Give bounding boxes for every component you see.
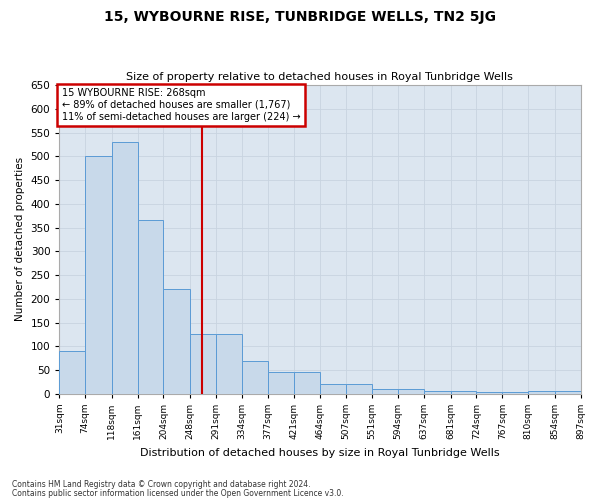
Bar xyxy=(424,392,451,394)
Bar xyxy=(85,156,112,394)
Bar xyxy=(242,360,268,394)
Text: 15, WYBOURNE RISE, TUNBRIDGE WELLS, TN2 5JG: 15, WYBOURNE RISE, TUNBRIDGE WELLS, TN2 … xyxy=(104,10,496,24)
Bar xyxy=(451,392,476,394)
Bar xyxy=(554,392,581,394)
Bar xyxy=(476,392,502,394)
Bar xyxy=(528,392,554,394)
Bar xyxy=(59,351,85,394)
Text: 15 WYBOURNE RISE: 268sqm
← 89% of detached houses are smaller (1,767)
11% of sem: 15 WYBOURNE RISE: 268sqm ← 89% of detach… xyxy=(62,88,301,122)
Bar xyxy=(346,384,372,394)
Bar xyxy=(502,392,528,394)
Bar xyxy=(294,372,320,394)
Bar xyxy=(372,389,398,394)
Bar xyxy=(163,290,190,394)
Bar xyxy=(320,384,346,394)
Bar xyxy=(398,389,424,394)
Title: Size of property relative to detached houses in Royal Tunbridge Wells: Size of property relative to detached ho… xyxy=(127,72,514,82)
Bar xyxy=(112,142,137,394)
Bar xyxy=(216,334,242,394)
Y-axis label: Number of detached properties: Number of detached properties xyxy=(15,158,25,322)
Text: Contains public sector information licensed under the Open Government Licence v3: Contains public sector information licen… xyxy=(12,488,344,498)
Text: Contains HM Land Registry data © Crown copyright and database right 2024.: Contains HM Land Registry data © Crown c… xyxy=(12,480,311,489)
Bar xyxy=(137,220,163,394)
Bar xyxy=(190,334,216,394)
Bar xyxy=(268,372,294,394)
X-axis label: Distribution of detached houses by size in Royal Tunbridge Wells: Distribution of detached houses by size … xyxy=(140,448,500,458)
